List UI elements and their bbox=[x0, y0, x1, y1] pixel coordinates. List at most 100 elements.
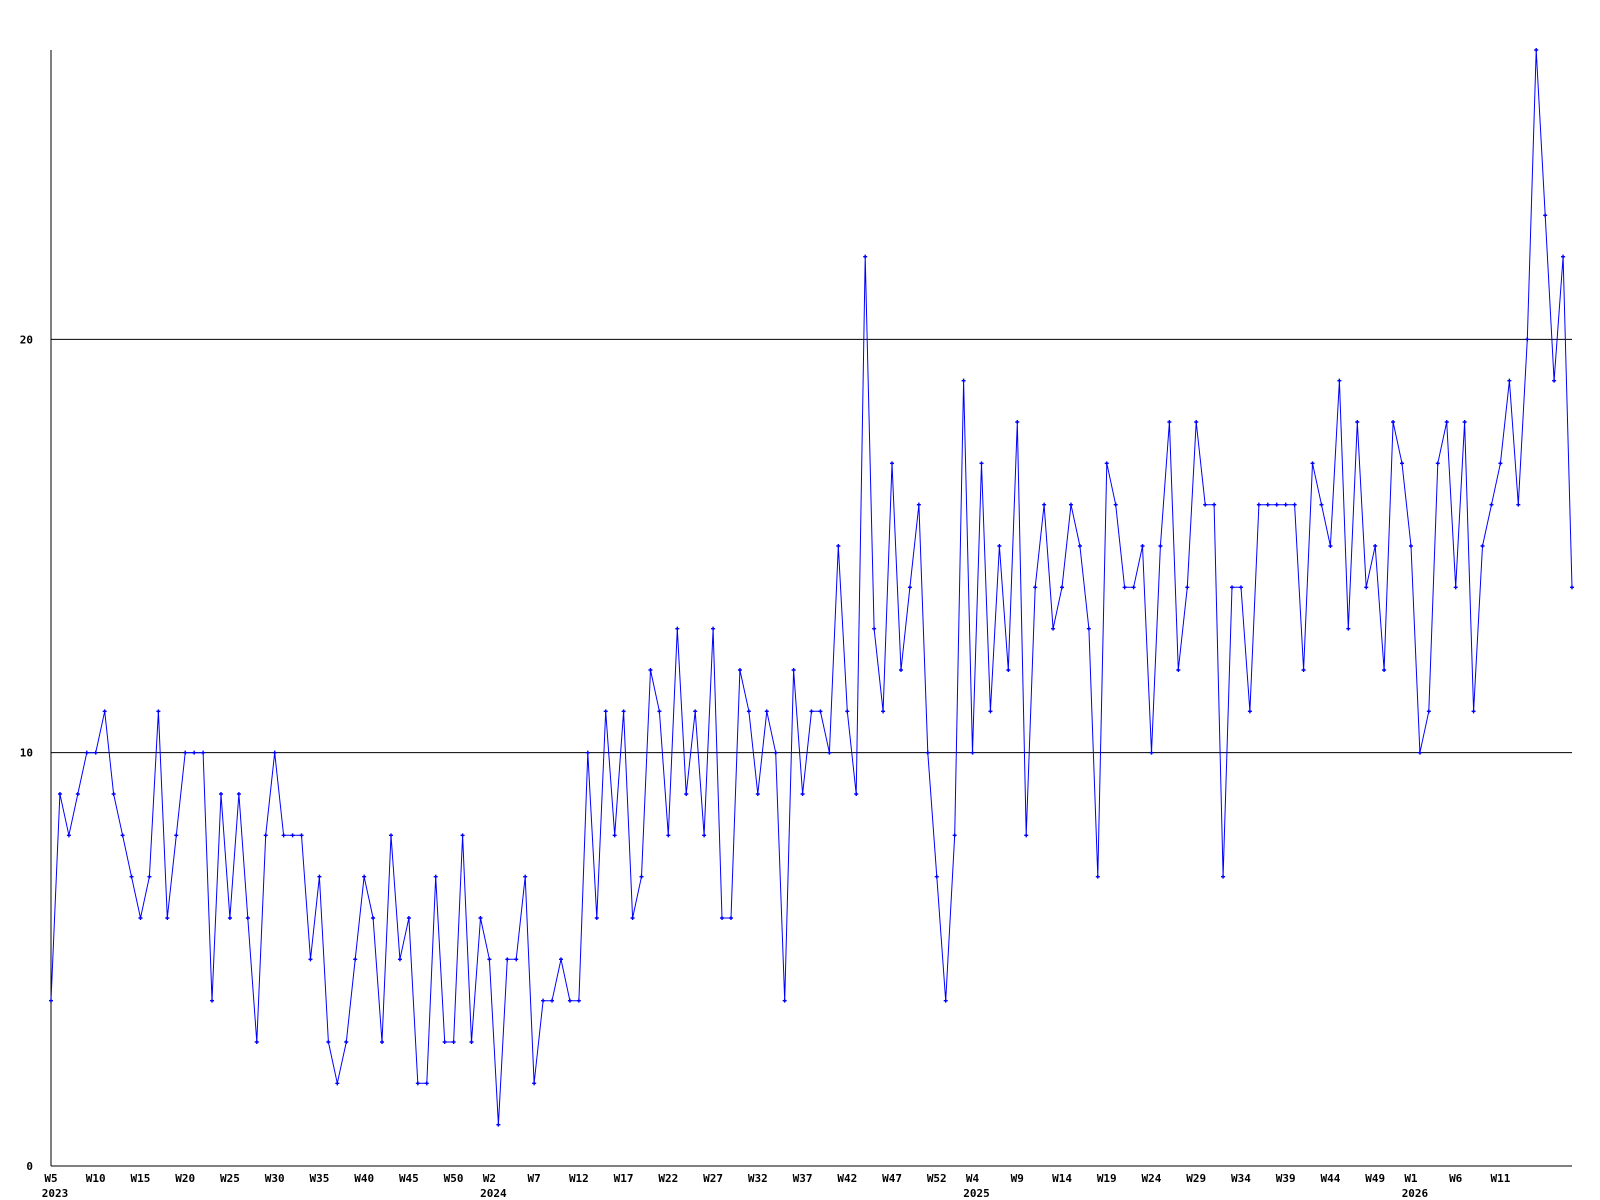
data-point bbox=[210, 998, 215, 1003]
data-point bbox=[1346, 626, 1351, 631]
data-points bbox=[49, 48, 1574, 1127]
data-point bbox=[192, 750, 197, 755]
data-point bbox=[988, 709, 993, 714]
data-point bbox=[755, 792, 760, 796]
data-point bbox=[1060, 585, 1065, 590]
data-point bbox=[1006, 668, 1011, 672]
data-point bbox=[863, 254, 868, 259]
x-tick-label: W42 bbox=[837, 1172, 857, 1185]
data-point bbox=[49, 998, 53, 1003]
data-point bbox=[711, 626, 716, 631]
data-point bbox=[1355, 420, 1360, 424]
data-point bbox=[102, 709, 107, 714]
data-point bbox=[478, 916, 483, 920]
data-point bbox=[1337, 378, 1342, 383]
data-point bbox=[970, 750, 975, 755]
data-point bbox=[1113, 502, 1118, 507]
data-point bbox=[433, 874, 438, 879]
data-point bbox=[1364, 585, 1369, 590]
data-point bbox=[898, 668, 903, 672]
data-point bbox=[469, 1040, 474, 1044]
data-point bbox=[245, 916, 250, 920]
data-point bbox=[872, 626, 877, 631]
data-point bbox=[236, 792, 241, 796]
data-point bbox=[353, 957, 358, 962]
data-point bbox=[174, 833, 179, 838]
data-point bbox=[1561, 254, 1566, 259]
data-point bbox=[1408, 544, 1413, 548]
x-tick-label: W49 bbox=[1365, 1172, 1385, 1185]
data-point bbox=[1221, 874, 1226, 879]
x-tick-label: W25 bbox=[220, 1172, 240, 1185]
data-point bbox=[890, 461, 895, 466]
data-point bbox=[558, 957, 563, 962]
data-point bbox=[406, 916, 411, 920]
data-point bbox=[1042, 502, 1047, 507]
x-tick-label: W34 bbox=[1231, 1172, 1251, 1185]
data-point bbox=[442, 1040, 447, 1044]
data-point bbox=[702, 833, 707, 838]
x-tick-label: W19 bbox=[1097, 1172, 1117, 1185]
data-point bbox=[934, 874, 939, 879]
data-point bbox=[881, 709, 886, 714]
x-tick-label: W32 bbox=[748, 1172, 768, 1185]
data-point bbox=[836, 544, 841, 548]
data-point bbox=[1426, 709, 1431, 714]
data-point bbox=[93, 750, 98, 755]
data-point bbox=[1077, 544, 1082, 548]
data-point bbox=[1552, 378, 1557, 383]
series-line bbox=[50, 49, 1573, 1125]
data-point bbox=[317, 874, 322, 879]
data-point bbox=[1212, 502, 1217, 507]
data-point bbox=[1068, 502, 1073, 507]
data-point bbox=[925, 750, 930, 755]
x-tick-label: W15 bbox=[131, 1172, 151, 1185]
data-point bbox=[344, 1040, 349, 1044]
data-point bbox=[272, 750, 277, 755]
data-point bbox=[1516, 502, 1521, 507]
data-point bbox=[415, 1081, 420, 1086]
data-point bbox=[75, 792, 80, 796]
data-point bbox=[1489, 502, 1494, 507]
data-point bbox=[1400, 461, 1405, 466]
data-point bbox=[791, 668, 796, 672]
data-point bbox=[1507, 378, 1512, 383]
data-point bbox=[263, 833, 268, 838]
data-point bbox=[916, 502, 921, 507]
data-point bbox=[1033, 585, 1038, 590]
data-point bbox=[737, 668, 742, 672]
x-tick-label: W30 bbox=[265, 1172, 285, 1185]
data-point bbox=[657, 709, 662, 714]
data-point bbox=[326, 1040, 331, 1044]
x-tick-label: W39 bbox=[1276, 1172, 1296, 1185]
x-tick-label: W29 bbox=[1186, 1172, 1206, 1185]
x-tick-label: W45 bbox=[399, 1172, 419, 1185]
data-point bbox=[218, 792, 223, 796]
data-point bbox=[764, 709, 769, 714]
data-point bbox=[961, 378, 966, 383]
x-tick-label: W52 bbox=[927, 1172, 947, 1185]
data-point bbox=[1194, 420, 1199, 424]
data-point bbox=[460, 833, 465, 838]
data-point bbox=[1534, 48, 1539, 52]
data-point bbox=[612, 833, 617, 838]
data-point bbox=[299, 833, 304, 838]
data-point bbox=[66, 833, 71, 838]
data-point bbox=[129, 874, 134, 879]
data-point bbox=[1301, 668, 1306, 672]
data-point bbox=[943, 998, 948, 1003]
data-point bbox=[827, 750, 832, 755]
x-tick-label: W17 bbox=[614, 1172, 634, 1185]
x-tick-label: W37 bbox=[793, 1172, 813, 1185]
data-point bbox=[120, 833, 125, 838]
data-point bbox=[1462, 420, 1467, 424]
data-point bbox=[451, 1040, 456, 1044]
data-point bbox=[952, 833, 957, 838]
data-point bbox=[138, 916, 143, 920]
data-point bbox=[371, 916, 376, 920]
data-point bbox=[335, 1081, 340, 1086]
data-point bbox=[514, 957, 519, 962]
x-tick-label: W20 bbox=[175, 1172, 195, 1185]
x-year-label: 2024 bbox=[480, 1187, 507, 1200]
data-point bbox=[523, 874, 528, 879]
